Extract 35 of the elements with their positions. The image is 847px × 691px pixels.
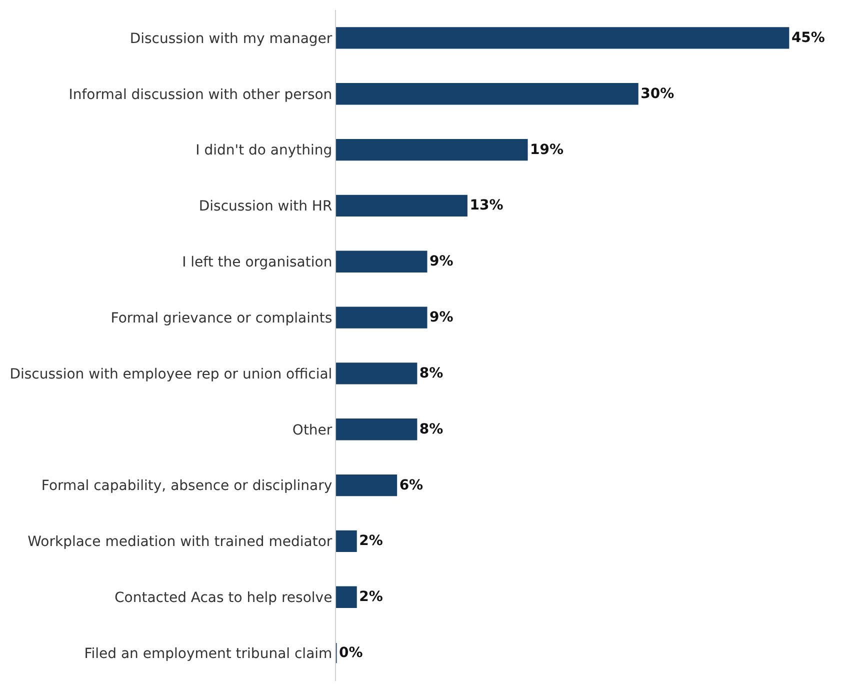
- y-tick-label: Formal grievance or complaints: [110, 310, 332, 326]
- y-tick-label: Discussion with HR: [198, 198, 332, 215]
- data-label: 2%: [359, 589, 383, 606]
- bar: [336, 194, 468, 217]
- y-tick-label: I didn't do anything: [196, 142, 332, 159]
- data-label: 9%: [429, 254, 454, 270]
- data-label: 8%: [419, 421, 444, 438]
- bar: [336, 418, 418, 440]
- y-tick-label: Contacted Acas to help resolve: [114, 590, 332, 606]
- data-label: 19%: [530, 142, 564, 158]
- data-label: 2%: [359, 533, 383, 550]
- bar: [336, 250, 428, 272]
- data-label: 45%: [791, 30, 825, 46]
- y-tick-label: Workplace mediation with trained mediator: [28, 534, 332, 550]
- bar: [336, 474, 398, 496]
- bar: [336, 83, 638, 105]
- y-tick-label: Other: [292, 422, 332, 438]
- bar: [336, 306, 428, 328]
- data-label: 30%: [640, 86, 674, 102]
- data-label: 6%: [399, 477, 424, 494]
- bar: [336, 586, 357, 608]
- y-tick-label: Discussion with employee rep or union official: [10, 366, 332, 382]
- y-tick-label: Discussion with my manager: [130, 30, 332, 47]
- data-label: 13%: [470, 198, 504, 214]
- data-label: 8%: [419, 365, 444, 382]
- bar: [336, 530, 357, 552]
- bar: [336, 138, 528, 161]
- y-tick-label: Filed an employment tribunal claim: [84, 646, 332, 662]
- y-tick-label: Informal discussion with other person: [68, 86, 332, 103]
- data-label: 0%: [339, 645, 363, 662]
- y-tick-label: I left the organisation: [182, 254, 332, 271]
- bar: [336, 362, 418, 384]
- data-label: 9%: [429, 310, 454, 326]
- y-tick-label: Formal capability, absence or disciplinary: [41, 478, 332, 494]
- bar: [336, 27, 790, 49]
